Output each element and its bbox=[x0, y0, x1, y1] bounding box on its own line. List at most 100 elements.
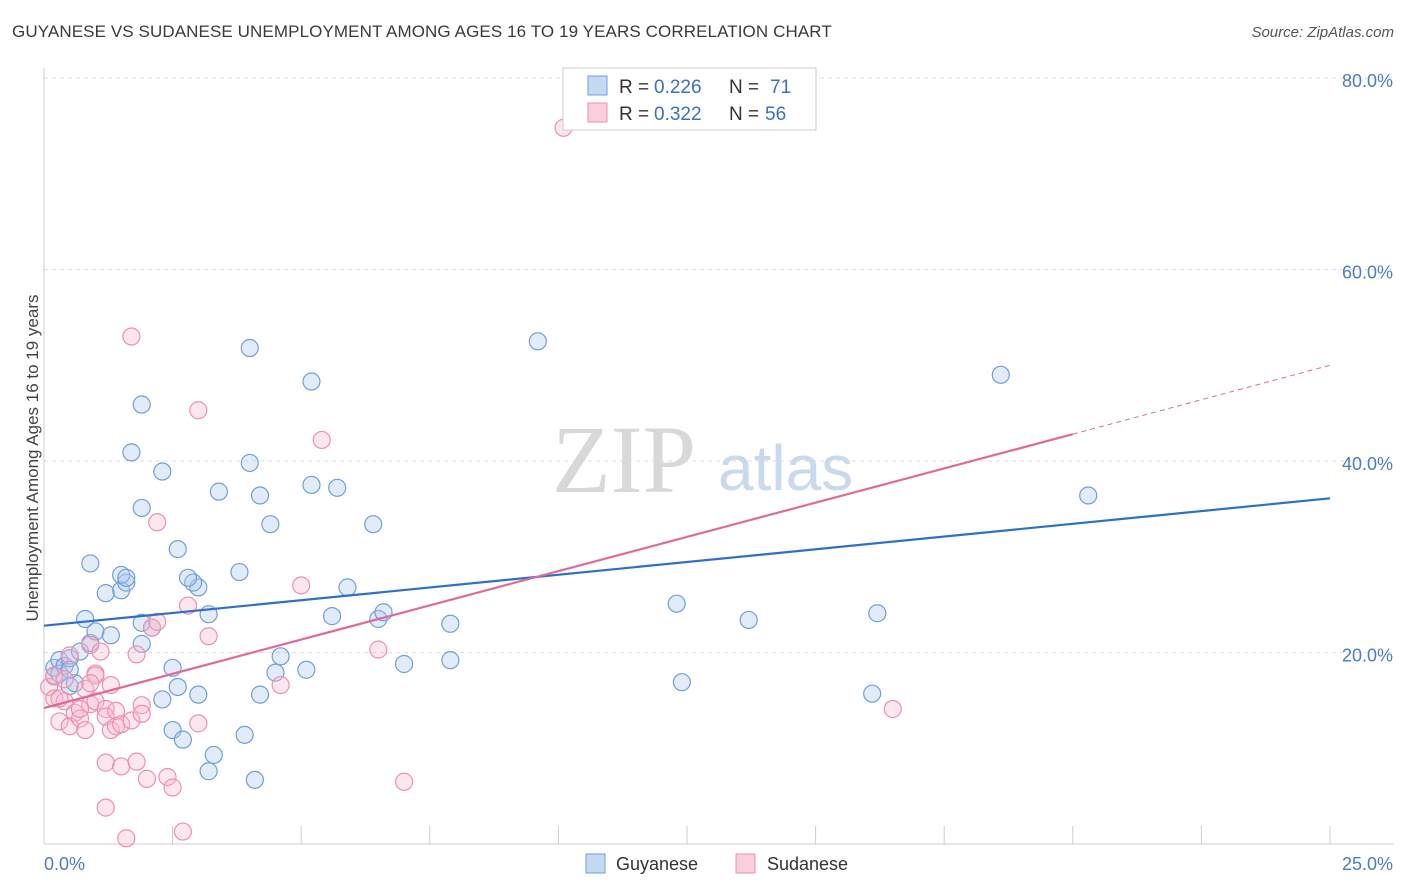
guyanese-trend-line-0 bbox=[43, 497, 1331, 627]
bottom-legend: Guyanese Sudanese bbox=[585, 853, 848, 874]
sudanese-point-5 bbox=[55, 670, 74, 689]
sudanese-point-36 bbox=[173, 822, 192, 841]
legend-n-label-guyanese: N = bbox=[729, 77, 759, 98]
y-tick-labels: 20.0% 40.0% 60.0% 80.0% bbox=[1342, 71, 1393, 666]
x-tick-label-1: 25.0% bbox=[1342, 854, 1393, 874]
sudanese-point-11 bbox=[81, 635, 100, 654]
sudanese-point-33 bbox=[148, 612, 167, 631]
sudanese-point-53 bbox=[81, 674, 100, 693]
sudanese-point-32 bbox=[142, 618, 162, 637]
legend: R = 0.226 N = 71 R = 0.322 N = 56 bbox=[562, 67, 817, 131]
bottom-legend-label-guyanese: Guyanese bbox=[616, 854, 698, 874]
guyanese-point-47 bbox=[122, 443, 141, 462]
guyanese-point-63 bbox=[667, 594, 686, 613]
guyanese-point-53 bbox=[338, 578, 357, 597]
sudanese-point-35 bbox=[163, 778, 182, 797]
x-tick-labels: 0.0% 25.0% bbox=[44, 854, 1393, 874]
guyanese-point-34 bbox=[271, 647, 290, 666]
sudanese-point-6 bbox=[60, 717, 79, 736]
sudanese-point-42 bbox=[189, 401, 208, 420]
sudanese-point-24 bbox=[112, 757, 131, 776]
sudanese-point-13 bbox=[86, 692, 105, 711]
sudanese-point-30 bbox=[127, 645, 146, 664]
sudanese-point-45 bbox=[369, 640, 388, 659]
guyanese-point-45 bbox=[153, 462, 172, 481]
bottom-legend-swatch-guyanese bbox=[585, 853, 606, 874]
legend-r-value-guyanese: 0.226 bbox=[654, 77, 702, 98]
bottom-legend-swatch-sudanese bbox=[735, 853, 756, 874]
trend-lines bbox=[43, 364, 1331, 710]
x-tick-label-0: 0.0% bbox=[44, 854, 85, 874]
sudanese-point-40 bbox=[148, 513, 167, 532]
data-points bbox=[40, 118, 1098, 848]
legend-r-label-sudanese: R = bbox=[619, 104, 649, 125]
sudanese-point-1 bbox=[45, 689, 64, 708]
legend-swatch-sudanese bbox=[587, 102, 608, 123]
guyanese-point-60 bbox=[441, 614, 460, 633]
watermark-zip: ZIP bbox=[552, 406, 696, 513]
guyanese-point-37 bbox=[261, 515, 280, 534]
guyanese-point-68 bbox=[991, 365, 1010, 384]
guyanese-point-23 bbox=[153, 690, 172, 709]
guyanese-point-36 bbox=[250, 486, 270, 505]
guyanese-point-66 bbox=[868, 604, 887, 623]
sudanese-point-41 bbox=[122, 327, 141, 346]
sudanese-point-46 bbox=[394, 772, 414, 791]
sudanese-point-37 bbox=[178, 596, 198, 615]
guyanese-point-30 bbox=[235, 725, 254, 744]
guyanese-point-44 bbox=[168, 539, 187, 559]
sudanese-point-39 bbox=[199, 627, 218, 646]
sudanese-trend-line-1 bbox=[43, 433, 1074, 710]
y-axis-label: Unemployment Among Ages 16 to 19 years bbox=[23, 295, 42, 622]
sudanese-point-29 bbox=[132, 704, 151, 723]
y-tick-label-3: 80.0% bbox=[1342, 71, 1393, 91]
guyanese-point-17 bbox=[112, 565, 131, 585]
guyanese-point-61 bbox=[297, 660, 316, 679]
guyanese-point-25 bbox=[189, 685, 208, 704]
guyanese-point-11 bbox=[101, 626, 120, 645]
sudanese-point-18 bbox=[96, 753, 115, 772]
watermark-atlas: atlas bbox=[718, 432, 853, 504]
guyanese-point-28 bbox=[199, 762, 218, 781]
guyanese-point-59 bbox=[441, 651, 460, 670]
legend-r-value-sudanese: 0.322 bbox=[654, 104, 702, 125]
source-label: Source: ZipAtlas.com bbox=[1251, 24, 1394, 41]
sudanese-point-22 bbox=[106, 701, 126, 721]
sudanese-trend-line-2 bbox=[1072, 364, 1331, 435]
sudanese-point-8 bbox=[70, 709, 90, 728]
y-tick-label-2: 60.0% bbox=[1342, 263, 1393, 283]
legend-n-label-sudanese: N = bbox=[729, 104, 759, 125]
guyanese-point-13 bbox=[81, 554, 100, 573]
sudanese-point-54 bbox=[883, 699, 902, 719]
legend-n-value-guyanese: 71 bbox=[770, 77, 791, 98]
chart-title: GUYANESE VS SUDANESE UNEMPLOYMENT AMONG … bbox=[12, 22, 832, 41]
sudanese-point-47 bbox=[271, 675, 290, 695]
guyanese-point-20 bbox=[132, 634, 151, 653]
y-tick-label-1: 40.0% bbox=[1342, 454, 1393, 474]
sudanese-point-0 bbox=[40, 677, 59, 697]
y-tick-label-0: 20.0% bbox=[1342, 646, 1393, 666]
guyanese-point-31 bbox=[245, 770, 265, 789]
guyanese-point-12 bbox=[76, 609, 95, 629]
sudanese-point-9 bbox=[76, 720, 95, 740]
sudanese-point-2 bbox=[45, 666, 64, 685]
guyanese-point-18 bbox=[117, 568, 136, 587]
guyanese-point-52 bbox=[328, 478, 347, 497]
sudanese-point-52 bbox=[70, 699, 90, 719]
guyanese-point-19 bbox=[132, 613, 151, 632]
guyanese-point-51 bbox=[302, 475, 321, 495]
sudanese-point-31 bbox=[137, 769, 156, 788]
guyanese-point-35 bbox=[240, 453, 259, 473]
guyanese-point-39 bbox=[230, 562, 249, 582]
legend-n-value-sudanese: 56 bbox=[765, 104, 786, 125]
guyanese-point-32 bbox=[250, 685, 270, 704]
axes bbox=[43, 68, 1394, 845]
guyanese-point-67 bbox=[863, 684, 882, 703]
sudanese-point-3 bbox=[50, 712, 69, 731]
sudanese-point-43 bbox=[292, 576, 311, 595]
sudanese-point-15 bbox=[91, 642, 110, 661]
guyanese-point-38 bbox=[209, 482, 228, 501]
guyanese-point-64 bbox=[672, 673, 691, 692]
sudanese-point-34 bbox=[158, 767, 177, 787]
